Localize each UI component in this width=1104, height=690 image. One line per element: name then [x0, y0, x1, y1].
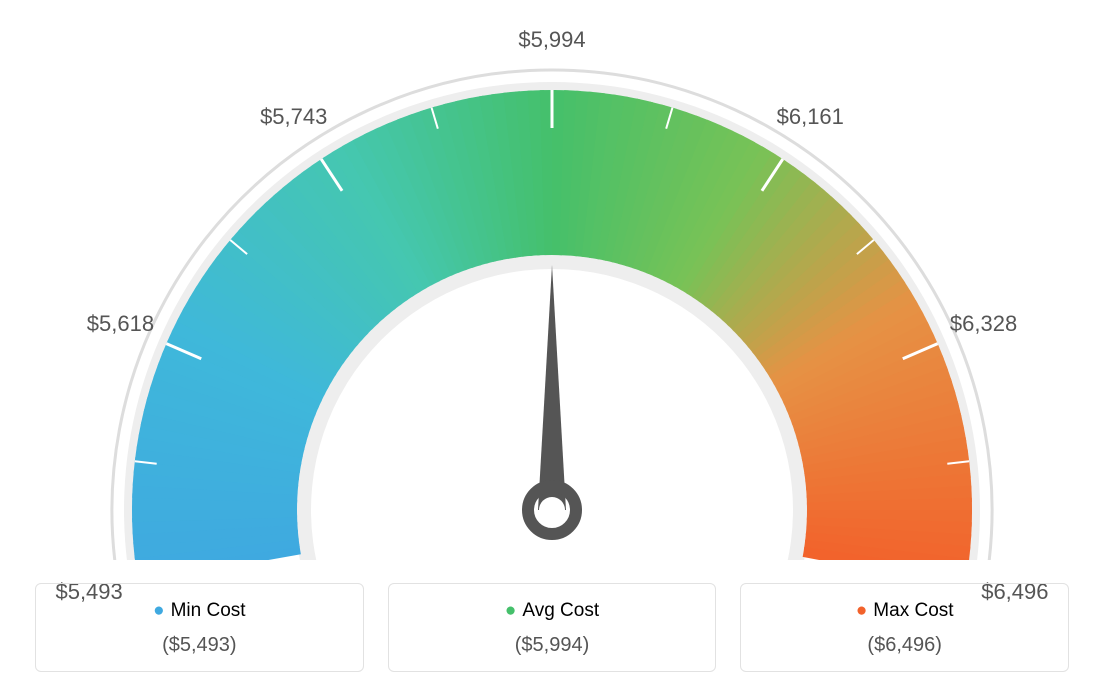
dot-icon: ● — [505, 600, 516, 621]
legend-label-min: Min Cost — [171, 600, 246, 621]
legend-value-max: ($6,496) — [751, 634, 1058, 657]
gauge-svg — [0, 0, 1104, 560]
legend-title-min: ● Min Cost — [46, 600, 353, 622]
gauge-tick-label: $5,618 — [87, 311, 154, 337]
gauge-tick-label: $6,328 — [950, 311, 1017, 337]
legend-label-max: Max Cost — [873, 600, 953, 621]
dot-icon: ● — [153, 600, 164, 621]
legend-value-avg: ($5,994) — [399, 634, 706, 657]
legend-label-avg: Avg Cost — [522, 600, 599, 621]
legend-title-max: ● Max Cost — [751, 600, 1058, 622]
gauge-tick-label: $5,743 — [260, 104, 327, 130]
dot-icon: ● — [856, 600, 867, 621]
gauge-tick-label: $6,161 — [777, 104, 844, 130]
legend-title-avg: ● Avg Cost — [399, 600, 706, 622]
gauge-tick-label: $5,994 — [518, 27, 585, 53]
legend-value-min: ($5,493) — [46, 634, 353, 657]
legend-card-min: ● Min Cost ($5,493) — [35, 583, 364, 672]
gauge-area: $5,493$5,618$5,743$5,994$6,161$6,328$6,4… — [0, 0, 1104, 560]
legend-card-max: ● Max Cost ($6,496) — [740, 583, 1069, 672]
legend-row: ● Min Cost ($5,493) ● Avg Cost ($5,994) ● M… — [35, 583, 1069, 672]
legend-card-avg: ● Avg Cost ($5,994) — [388, 583, 717, 672]
cost-gauge-chart: $5,493$5,618$5,743$5,994$6,161$6,328$6,4… — [0, 0, 1104, 690]
